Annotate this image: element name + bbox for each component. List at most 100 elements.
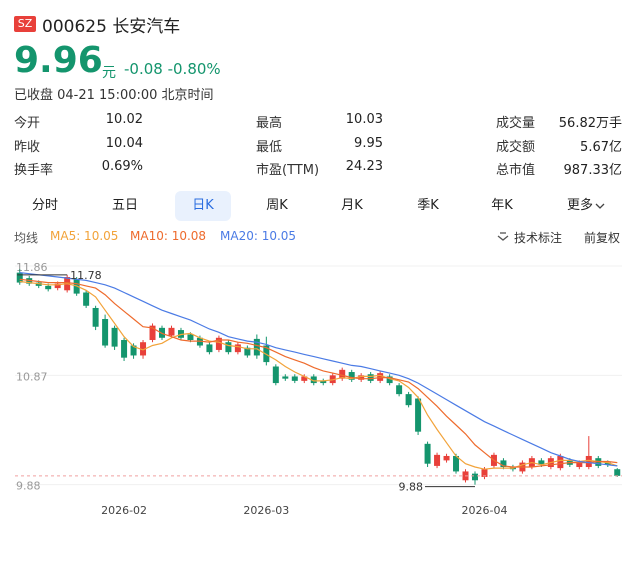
tab[interactable]: 周K: [266, 198, 288, 213]
candle-body: [168, 327, 175, 336]
adjust-button[interactable]: 前复权: [584, 231, 621, 245]
stat-label: 昨收: [14, 140, 41, 155]
candle-body: [500, 460, 507, 468]
candle-body: [358, 375, 365, 380]
stock-code: 000625: [42, 17, 107, 37]
stat-value: 24.23: [345, 159, 383, 174]
stat-value: 10.02: [105, 112, 143, 127]
ma-line: [19, 272, 618, 467]
stat-label: 换手率: [14, 163, 54, 178]
tab[interactable]: 年K: [491, 198, 513, 213]
candle-body: [291, 376, 298, 381]
candle-body: [111, 327, 118, 347]
candle-body: [434, 454, 441, 466]
market-badge: SZ: [14, 16, 36, 32]
tab[interactable]: 分时: [31, 198, 58, 213]
candle-body: [557, 455, 564, 469]
ma-legend-item: MA5: 10.05: [50, 229, 119, 243]
candle-body: [320, 380, 327, 384]
stat-label: 市盈(TTM): [256, 163, 320, 178]
stat-label: 最低: [256, 140, 283, 155]
candle-body: [443, 455, 450, 461]
candle-body: [149, 325, 156, 340]
candle-body: [215, 337, 222, 350]
stat-value: 5.67亿: [580, 140, 622, 155]
stat-value: 9.95: [354, 136, 383, 151]
x-tick-label: 2026-04: [461, 504, 507, 517]
candle-body: [83, 292, 90, 306]
tech-icon: [497, 232, 509, 241]
tab[interactable]: 月K: [341, 198, 363, 213]
candle-body: [45, 285, 52, 290]
stat-value: 0.69%: [101, 159, 143, 174]
more-chevron: [595, 203, 605, 209]
candle-body: [253, 338, 260, 356]
ma-legend-item: MA10: 10.08: [130, 229, 207, 243]
stat-label: 成交额: [496, 140, 536, 155]
candle-body: [92, 307, 99, 327]
ma-legend-item: MA20: 10.05: [220, 229, 297, 243]
candle-body: [54, 283, 61, 289]
candle-body: [453, 455, 460, 472]
stat-label: 成交量: [496, 116, 536, 131]
low-annotation: 9.88: [398, 481, 423, 494]
candle-body: [471, 473, 478, 481]
price: 9.96: [14, 40, 103, 81]
x-tick-label: 2026-03: [243, 504, 289, 517]
candle-body: [604, 462, 611, 465]
tab[interactable]: 季K: [417, 198, 439, 213]
y-tick-label: 9.88: [16, 480, 41, 493]
tab[interactable]: 日K: [175, 191, 231, 221]
tab[interactable]: 更多: [566, 198, 593, 213]
candle-body: [187, 334, 194, 340]
candle-body: [538, 460, 545, 465]
ma-title: 均线: [14, 231, 39, 245]
stat-value: 10.04: [105, 136, 143, 151]
candle-body: [234, 344, 241, 353]
candle-body: [386, 376, 393, 384]
candle-body: [348, 372, 355, 380]
candle-body: [225, 342, 232, 353]
candle-body: [614, 469, 621, 476]
candle-body: [424, 443, 431, 464]
x-tick-label: 2026-02: [101, 504, 147, 517]
stat-label: 总市值: [496, 163, 536, 178]
chart: 9.88 10.87 11.86 2026-02 2026-03 2026-04 11.78…: [15, 261, 622, 517]
stat-value: 56.82万手: [558, 116, 622, 131]
ma-line: [19, 278, 618, 468]
change-value: -0.08: [124, 60, 163, 78]
stock-title: 000625 长安汽车: [42, 12, 180, 37]
stat-value: 10.03: [345, 112, 383, 127]
candle-body: [16, 272, 23, 283]
candle-body: [585, 455, 592, 468]
candle-body: [405, 394, 412, 406]
candle-body: [576, 462, 583, 468]
candle-body: [367, 374, 374, 381]
candle-body: [396, 385, 403, 395]
tab[interactable]: 五日: [111, 198, 138, 213]
candle-body: [339, 369, 346, 379]
candle-body: [244, 347, 251, 356]
stat-value: 987.33亿: [563, 163, 623, 178]
price-unit: 元: [102, 65, 116, 81]
candle-body: [415, 398, 422, 432]
candle-body: [272, 366, 279, 384]
candle-body: [140, 342, 147, 356]
candle-body: [130, 345, 137, 356]
stat-label: 今开: [14, 116, 41, 131]
stock-name: 长安汽车: [112, 17, 181, 37]
candle-body: [102, 319, 109, 346]
y-tick-label: 11.86: [16, 261, 48, 274]
high-annotation: 11.78: [70, 269, 102, 282]
tech-button[interactable]: 技术标注: [514, 231, 563, 245]
stat-label: 最高: [256, 116, 283, 131]
change-pct: -0.80%: [167, 60, 221, 78]
change: -0.08 -0.80%: [124, 60, 221, 78]
status: 已收盘 04-21 15:00:00 北京时间: [14, 88, 214, 103]
candle-body: [310, 376, 317, 384]
candle-body: [206, 344, 213, 353]
candle-body: [301, 376, 308, 381]
candle-body: [481, 469, 488, 477]
candle-body: [121, 340, 128, 358]
